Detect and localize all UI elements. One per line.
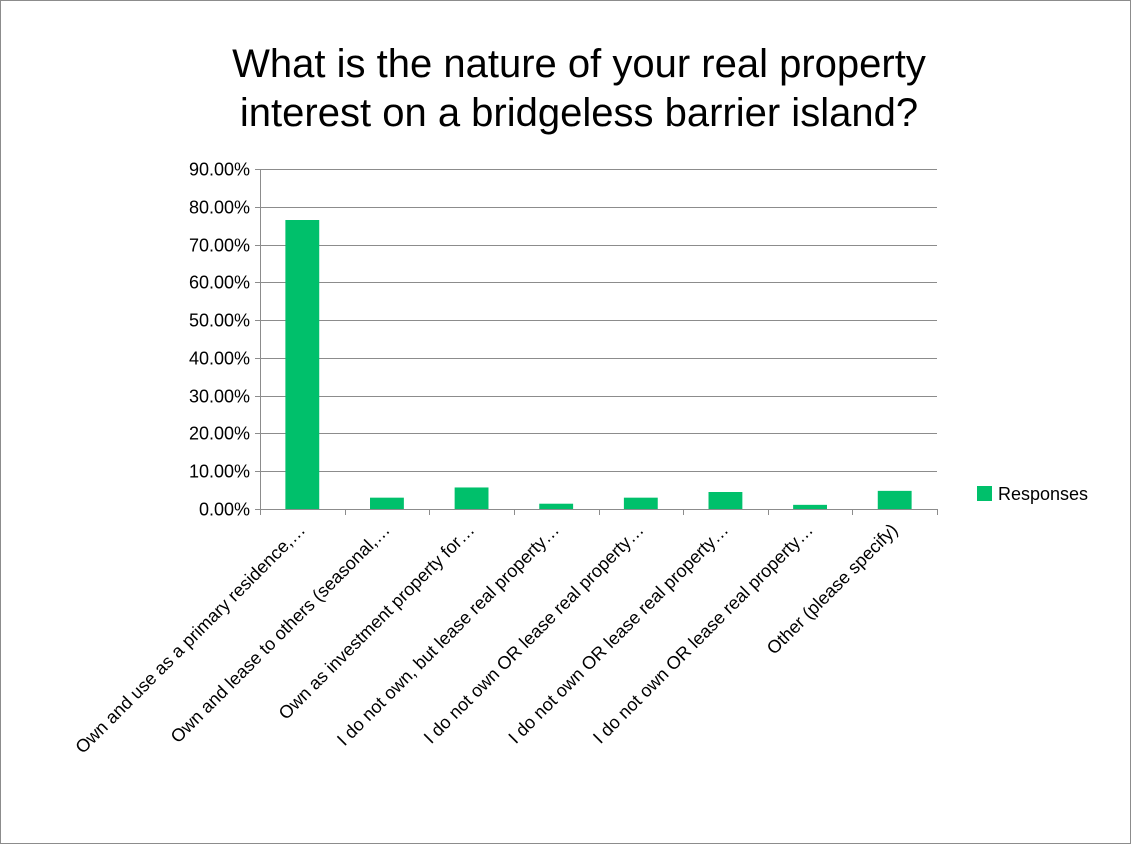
bars (285, 220, 912, 509)
y-tick-labels: 0.00% 10.00% 20.00% 30.00% 40.00% 50.00% 60.00… (189, 160, 250, 520)
bar (454, 487, 489, 509)
y-tick-label: 20.00% (189, 424, 250, 444)
bar (370, 497, 404, 509)
y-tick-label: 50.00% (189, 311, 250, 331)
legend: Responses (977, 484, 1088, 504)
y-tick-label: 10.00% (189, 462, 250, 482)
legend-swatch (977, 486, 992, 501)
bar (623, 497, 658, 509)
bar (539, 503, 574, 509)
y-tick-label: 80.00% (189, 198, 250, 218)
y-tick-label: 0.00% (199, 500, 250, 520)
bar (708, 492, 743, 509)
y-tick-label: 30.00% (189, 387, 250, 407)
bar (793, 504, 827, 509)
bar (285, 220, 320, 509)
legend-label: Responses (998, 484, 1088, 504)
y-tick-label: 90.00% (189, 160, 250, 180)
chart-title-line-1: What is the nature of your real property (232, 42, 926, 86)
gridlines (260, 169, 937, 472)
y-tick-label: 70.00% (189, 236, 250, 256)
y-tick-label: 60.00% (189, 273, 250, 293)
x-tick-labels: Own and use as a primary residence,…Own … (71, 520, 901, 758)
axes (255, 169, 938, 515)
y-tick-label: 40.00% (189, 349, 250, 369)
chart-title-line-2: interest on a bridgeless barrier island? (240, 91, 918, 135)
bar (877, 490, 912, 509)
